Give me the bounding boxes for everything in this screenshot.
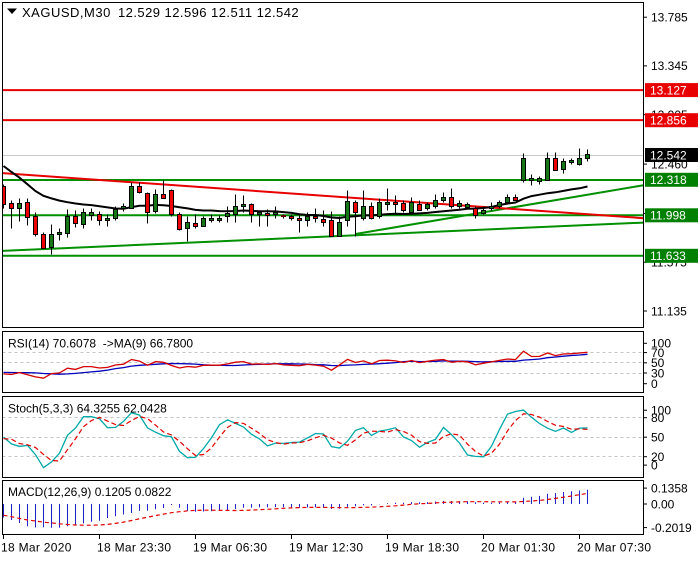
svg-text:11.135: 11.135 — [651, 304, 687, 318]
svg-text:30: 30 — [651, 366, 665, 380]
svg-text:50: 50 — [651, 431, 665, 445]
svg-text:-0.2019: -0.2019 — [651, 521, 692, 535]
svg-text:18 Mar 23:30: 18 Mar 23:30 — [97, 541, 171, 555]
svg-text:12.318: 12.318 — [650, 173, 687, 187]
svg-text:20 Mar 07:30: 20 Mar 07:30 — [577, 541, 651, 555]
svg-text:18 Mar 2020: 18 Mar 2020 — [1, 541, 72, 555]
svg-text:20 Mar 01:30: 20 Mar 01:30 — [481, 541, 555, 555]
svg-text:13.127: 13.127 — [650, 83, 687, 97]
svg-text:RSI(14) 70.6078 ->MA(9) 66.78: RSI(14) 70.6078 ->MA(9) 66.7800 — [8, 337, 193, 351]
svg-text:0.1358: 0.1358 — [651, 481, 688, 495]
svg-text:XAGUSD,M30: XAGUSD,M30 — [22, 5, 111, 20]
svg-text:100: 100 — [651, 337, 671, 351]
svg-text:80: 80 — [651, 411, 665, 425]
svg-text:12.529 12.596 12.511 12.542: 12.529 12.596 12.511 12.542 — [118, 5, 299, 20]
svg-text:100: 100 — [651, 404, 671, 418]
svg-text:20: 20 — [651, 450, 665, 464]
svg-text:0: 0 — [651, 377, 658, 391]
svg-text:11.633: 11.633 — [650, 249, 686, 263]
svg-text:11.998: 11.998 — [650, 209, 686, 223]
svg-text:0: 0 — [651, 458, 658, 472]
svg-text:50: 50 — [651, 356, 665, 370]
svg-text:12.542: 12.542 — [650, 148, 687, 162]
svg-text:13.345: 13.345 — [651, 59, 688, 73]
svg-text:13.785: 13.785 — [651, 11, 688, 25]
svg-text:19 Mar 18:30: 19 Mar 18:30 — [385, 541, 459, 555]
svg-text:Stoch(5,3,3) 64.3255 62.0428: Stoch(5,3,3) 64.3255 62.0428 — [8, 402, 167, 416]
svg-text:12.856: 12.856 — [650, 114, 687, 128]
svg-text:70: 70 — [651, 346, 665, 360]
svg-text:MACD(12,26,9) 0.1205 0.0822: MACD(12,26,9) 0.1205 0.0822 — [8, 485, 172, 499]
svg-text:0.00: 0.00 — [651, 497, 675, 511]
svg-text:19 Mar 12:30: 19 Mar 12:30 — [289, 541, 363, 555]
svg-text:19 Mar 06:30: 19 Mar 06:30 — [193, 541, 267, 555]
